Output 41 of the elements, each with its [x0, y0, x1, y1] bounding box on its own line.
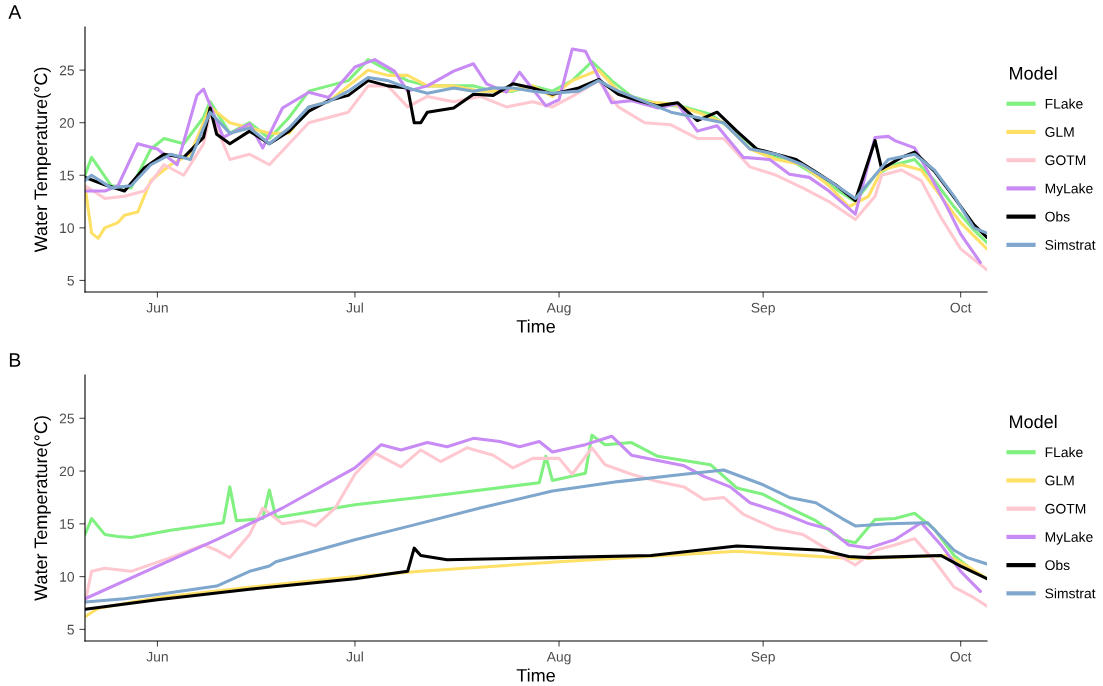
y-tick-label: 10: [60, 571, 75, 582]
legend-label: GLM: [1045, 127, 1074, 137]
x-axis-title: Time: [516, 319, 555, 333]
y-tick-label: 15: [60, 170, 74, 181]
y-tick-label: 20: [59, 466, 75, 477]
line-series: [85, 468, 987, 604]
legend-label: Simstrat: [1045, 588, 1096, 599]
legend-title: Model: [1010, 66, 1057, 80]
legend-label: GLM: [1045, 475, 1074, 486]
legend-label: GOTM: [1045, 155, 1086, 166]
legend-label: Obs: [1045, 211, 1070, 222]
chart-title: A: [8, 5, 22, 19]
x-tick-label: Oct: [950, 651, 972, 662]
x-tick-label: Jun: [146, 651, 168, 662]
legend-label: FLake: [1045, 447, 1083, 458]
legend-label: FLake: [1045, 98, 1083, 109]
y-axis-title: Water Temperature(°C): [33, 67, 51, 253]
y-tick-label: 25: [59, 413, 74, 424]
y-tick-label: 5: [67, 624, 74, 635]
x-tick-label: Oct: [950, 302, 972, 313]
x-tick-label: Jun: [146, 302, 168, 313]
x-tick-label: Jul: [346, 302, 363, 313]
legend-label: Simstrat: [1045, 239, 1096, 250]
x-tick-label: Jul: [346, 651, 363, 662]
legend-label: MyLake: [1045, 183, 1093, 197]
y-tick-label: 20: [59, 118, 75, 128]
x-tick-label: Sep: [751, 302, 775, 316]
x-tick-label: Aug: [546, 302, 571, 316]
y-tick-label: 5: [67, 275, 74, 286]
y-axis-title: Water Temperature(°C): [33, 416, 51, 601]
legend-label: GOTM: [1045, 503, 1086, 514]
legend-label: MyLake: [1045, 531, 1093, 545]
y-tick-label: 15: [60, 519, 74, 529]
x-tick-label: Sep: [751, 651, 775, 665]
legend-label: Obs: [1045, 559, 1070, 571]
y-tick-label: 25: [59, 65, 74, 76]
x-tick-label: Aug: [546, 651, 571, 665]
x-axis-title: Time: [516, 668, 555, 682]
legend-title: Model: [1010, 414, 1057, 429]
y-tick-label: 10: [60, 223, 75, 234]
chart-title: B: [9, 353, 21, 367]
